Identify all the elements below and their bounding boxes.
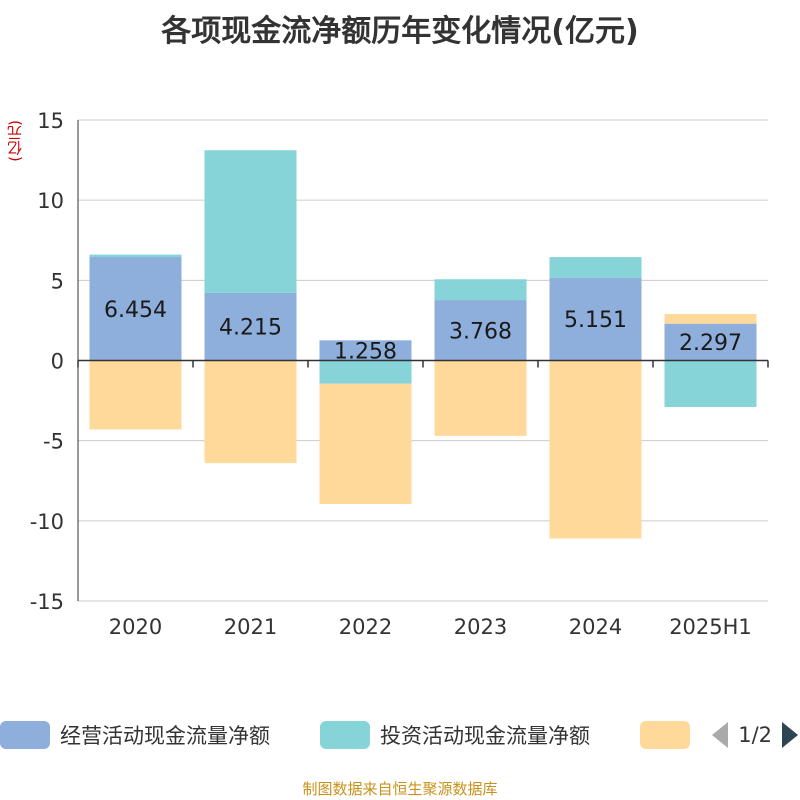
legend: 经营活动现金流量净额 投资活动现金流量净额: [0, 716, 800, 754]
y-tick-label: 5: [51, 269, 64, 293]
bar-segment-series-1: [319, 340, 412, 361]
bar-segment-series-2: [434, 279, 527, 301]
x-tick-label: 2021: [224, 615, 277, 639]
data-label: 6.454: [104, 298, 167, 323]
x-tick-label: 2024: [569, 615, 622, 639]
bar-segment-series-2: [204, 150, 297, 293]
bar-segment-series-3: [319, 383, 412, 504]
bar-chart: 15 10 5 0 -5 -10 -15 2020 2021 2022 2023 2024 2025H1…: [30, 109, 769, 639]
bar-segment-series-2: [664, 360, 757, 407]
y-tick-label: 15: [37, 109, 64, 133]
bar-segment-series-1: [89, 257, 182, 361]
data-label: 1.258: [334, 339, 397, 364]
bar-segment-series-1: [664, 323, 757, 361]
data-source: 制图数据来自恒生聚源数据库: [302, 780, 498, 798]
bar-segment-series-2: [549, 257, 642, 278]
y-tick-label: -10: [30, 510, 64, 534]
bar-segment-series-3: [204, 360, 297, 464]
legend-swatch: [0, 721, 50, 749]
x-tick-label: 2022: [339, 615, 392, 639]
y-tick-label: -5: [43, 430, 64, 454]
bar-segment-series-2: [89, 254, 182, 258]
bar-segment-series-3: [549, 360, 642, 539]
legend-swatch: [320, 721, 370, 749]
y-tick-label: 0: [51, 350, 64, 374]
legend-label: 投资活动现金流量净额: [380, 724, 590, 748]
legend-item[interactable]: 经营活动现金流量净额: [0, 716, 270, 754]
legend-pager: 1/2: [710, 716, 800, 754]
legend-label: 经营活动现金流量净额: [60, 724, 270, 748]
x-tick-label: 2020: [109, 615, 162, 639]
bar-segment-series-1: [549, 277, 642, 361]
bar-segment-series-3: [434, 360, 527, 436]
bar-segment-series-1: [434, 300, 527, 361]
legend-item[interactable]: [640, 716, 690, 754]
y-tick-label: 10: [37, 189, 64, 213]
y-tick-label: -15: [30, 590, 64, 614]
bar-segment-series-3: [89, 360, 182, 430]
data-label: 3.768: [449, 319, 512, 344]
chart-title: 各项现金流净额历年变化情况(亿元): [161, 14, 639, 49]
prev-page-icon[interactable]: [710, 720, 730, 750]
bar-segment-series-2: [319, 360, 412, 384]
x-tick-label: 2023: [454, 615, 507, 639]
data-label: 5.151: [564, 308, 627, 333]
next-page-icon[interactable]: [780, 720, 800, 750]
x-tick-label: 2025H1: [669, 615, 752, 639]
legend-swatch: [640, 721, 690, 749]
bar-segment-series-1: [204, 292, 297, 361]
page-indicator: 1/2: [738, 723, 772, 747]
bar-segment-series-3: [664, 314, 757, 324]
data-label: 4.215: [219, 316, 282, 341]
legend-item[interactable]: 投资活动现金流量净额: [320, 716, 590, 754]
data-label: 2.297: [679, 331, 742, 356]
